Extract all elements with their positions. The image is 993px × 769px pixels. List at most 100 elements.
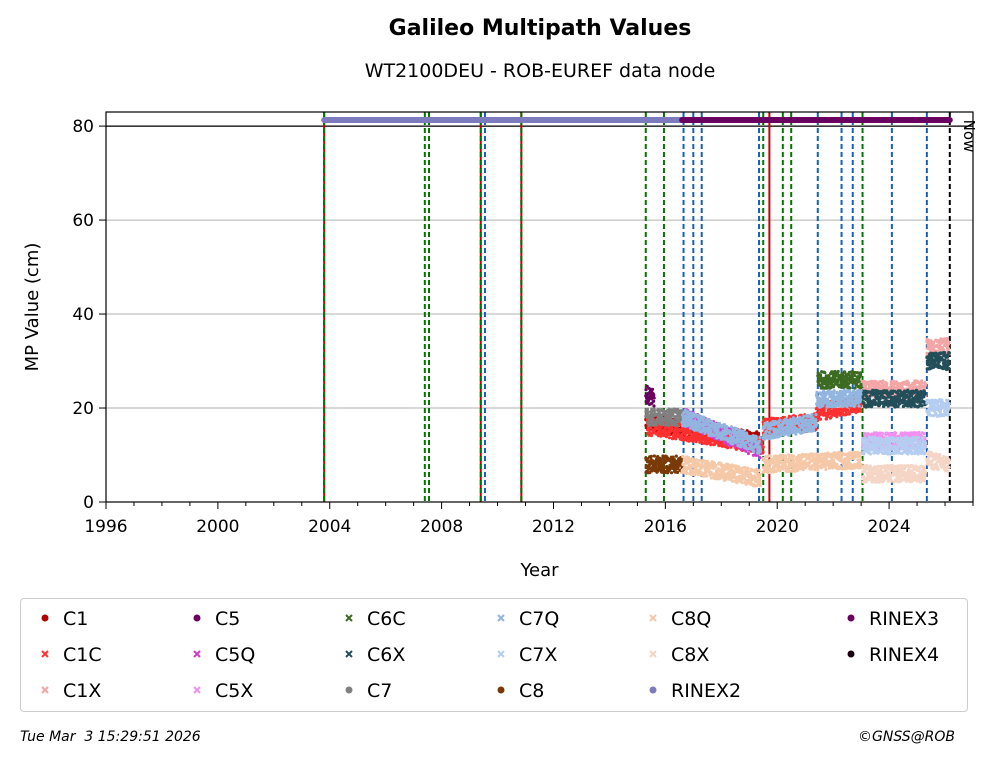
data-point [709, 442, 713, 446]
data-point [946, 363, 951, 367]
data-point [920, 404, 924, 408]
data-point [811, 416, 815, 420]
data-point [702, 416, 706, 420]
data-point [675, 423, 679, 427]
data-point [818, 417, 823, 421]
data-point [738, 434, 742, 438]
data-point [696, 413, 700, 417]
data-point [746, 451, 751, 456]
data-point [862, 452, 866, 456]
data-point [846, 382, 851, 386]
data-point [713, 441, 718, 445]
data-point [843, 393, 847, 397]
data-point [880, 393, 884, 397]
data-point [929, 339, 933, 343]
data-point [859, 398, 863, 402]
data-point [819, 373, 823, 377]
data-point [943, 351, 947, 355]
data-point [713, 424, 718, 428]
data-point [797, 427, 802, 431]
data-point [892, 436, 896, 440]
data-point [680, 432, 684, 437]
data-point [652, 399, 656, 403]
data-point [744, 445, 748, 449]
data-point [736, 437, 741, 441]
series-c7x [860, 398, 951, 456]
data-point [919, 386, 923, 391]
data-point [647, 428, 651, 432]
data-point [806, 429, 810, 433]
data-point [862, 401, 866, 405]
data-point [878, 397, 882, 401]
data-point [947, 402, 951, 406]
data-point [944, 360, 948, 364]
data-point [667, 423, 671, 427]
data-point [652, 409, 657, 413]
data-point [868, 452, 873, 456]
series-c5 [644, 384, 656, 408]
data-point [694, 420, 698, 424]
data-point [729, 425, 734, 429]
data-point [930, 355, 934, 359]
data-point [760, 439, 764, 443]
data-point [858, 409, 863, 413]
data-point [794, 426, 798, 430]
data-point [647, 433, 651, 437]
data-point [674, 437, 678, 441]
data-point [942, 348, 946, 352]
data-point [720, 444, 724, 448]
data-point [764, 429, 769, 433]
data-point [745, 431, 749, 435]
data-point [819, 375, 823, 380]
data-point [906, 404, 910, 408]
data-point [910, 450, 914, 454]
data-point [922, 395, 926, 399]
data-point [765, 417, 769, 421]
data-point [781, 423, 785, 427]
data-point [716, 428, 720, 432]
data-point [859, 392, 863, 396]
data-point [871, 388, 875, 392]
data-point [846, 409, 850, 414]
data-point [731, 442, 735, 446]
data-point [868, 394, 872, 398]
data-point [859, 389, 863, 393]
data-point [913, 404, 918, 408]
data-point [920, 381, 924, 385]
data-point [947, 340, 951, 344]
data-point [725, 425, 729, 429]
data-point [747, 447, 751, 451]
data-point [894, 402, 898, 406]
data-point [947, 366, 951, 371]
data-point [881, 379, 885, 383]
data-point [815, 390, 819, 394]
data-point [890, 391, 895, 395]
data-point [650, 387, 655, 391]
data-point [663, 427, 667, 431]
data-point [827, 382, 831, 386]
data-point [929, 413, 933, 417]
data-point [812, 429, 816, 433]
data-point [932, 341, 936, 345]
data-point [911, 444, 916, 448]
data-point [947, 360, 951, 364]
data-point [758, 449, 763, 453]
data-point [728, 430, 732, 434]
series-c7 [644, 407, 684, 428]
data-point [922, 432, 926, 436]
data-point [831, 399, 836, 403]
chart-subtitle: WT2100DEU - ROB-EUREF data node [364, 60, 716, 82]
data-point [644, 388, 648, 392]
series-c7q [680, 388, 863, 455]
data-point [835, 390, 839, 394]
data-point [667, 432, 671, 437]
data-point [905, 444, 909, 449]
series-c8 [644, 454, 684, 475]
data-point [870, 379, 874, 383]
data-point [758, 447, 762, 451]
data-point [646, 410, 650, 414]
data-point [651, 417, 655, 421]
data-point [947, 412, 951, 416]
data-point [837, 404, 841, 408]
data-point [767, 430, 772, 435]
